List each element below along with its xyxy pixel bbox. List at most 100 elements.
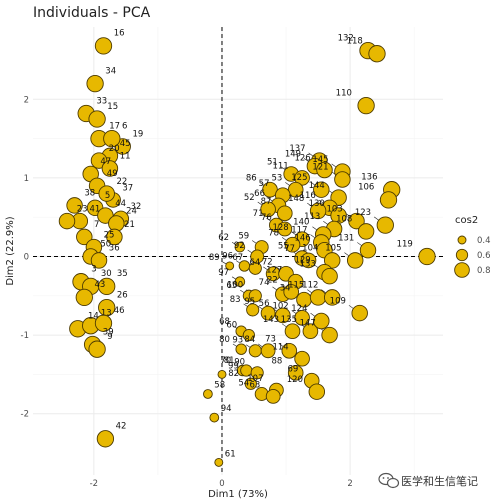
point-label-44: 44 <box>115 199 126 209</box>
point-label-5: 5 <box>105 191 110 201</box>
point-label-136: 136 <box>361 173 377 183</box>
point-label-30: 30 <box>101 269 112 279</box>
point-label-24: 24 <box>126 207 137 217</box>
point-label-74: 74 <box>259 278 270 288</box>
point-label-83: 83 <box>230 295 241 305</box>
point-label-114: 114 <box>272 342 288 352</box>
point-label-81: 81 <box>224 356 235 366</box>
data-point-123 <box>376 216 394 234</box>
data-point-38 <box>66 197 83 214</box>
legend-label-0.6: 0.6 <box>477 251 491 261</box>
data-point-94 <box>209 412 220 423</box>
data-point-77 <box>300 252 317 269</box>
data-point-9 <box>88 340 106 358</box>
legend-key-0.8 <box>454 262 470 278</box>
point-label-3: 3 <box>91 265 96 275</box>
point-label-143: 143 <box>263 315 279 325</box>
data-point-115 <box>309 289 327 306</box>
watermark: 医学和生信笔记 <box>378 472 478 489</box>
point-label-126: 126 <box>294 153 310 163</box>
x-tick-label: -2 <box>90 479 98 489</box>
point-label-82: 82 <box>228 369 239 379</box>
y-tick-label: -1 <box>21 331 29 341</box>
point-label-42: 42 <box>116 422 127 432</box>
point-label-43: 43 <box>95 280 106 290</box>
data-point-93 <box>248 344 262 358</box>
point-label-120: 120 <box>287 375 303 385</box>
point-label-76: 76 <box>261 213 272 223</box>
y-tick-label: 1 <box>24 174 29 184</box>
data-point-78 <box>284 236 301 253</box>
point-label-89: 89 <box>209 253 220 263</box>
point-label-132: 132 <box>338 33 354 43</box>
data-point-88 <box>287 364 304 381</box>
point-label-115: 115 <box>288 281 304 291</box>
point-label-147: 147 <box>300 318 316 328</box>
point-label-146: 146 <box>294 233 310 243</box>
point-label-53: 53 <box>271 173 282 183</box>
point-label-17: 17 <box>109 121 120 131</box>
data-point-76 <box>277 221 293 237</box>
data-point-61 <box>214 457 224 467</box>
x-ticks: -2 0 2 <box>90 479 353 489</box>
point-label-33: 33 <box>96 96 107 106</box>
point-label-68: 68 <box>219 317 230 327</box>
data-point-82 <box>244 377 257 390</box>
data-point-99 <box>217 369 227 379</box>
data-point-84 <box>260 343 276 359</box>
point-label-149: 149 <box>285 149 301 159</box>
y-axis-title: Dim2 (22.9%) <box>5 216 16 285</box>
reference-lines <box>33 27 443 475</box>
point-label-94: 94 <box>221 404 232 414</box>
chart-title: Individuals - PCA <box>33 5 151 21</box>
point-label-63: 63 <box>249 381 260 391</box>
point-label-93: 93 <box>232 336 243 346</box>
point-label-80: 80 <box>219 335 230 345</box>
point-label-137: 137 <box>289 144 305 154</box>
point-label-23: 23 <box>77 204 88 214</box>
data-point-23 <box>58 212 76 230</box>
point-label-9: 9 <box>107 332 112 342</box>
point-label-77: 77 <box>284 244 295 254</box>
data-point-83 <box>246 303 260 317</box>
point-label-97: 97 <box>218 268 229 278</box>
point-label-34: 34 <box>105 66 116 76</box>
point-label-22b: 22 <box>267 276 278 286</box>
y-tick-label: -2 <box>21 410 29 420</box>
point-label-140: 140 <box>293 218 309 228</box>
point-label-16: 16 <box>114 29 125 39</box>
point-label-135: 135 <box>281 315 297 325</box>
point-label-50: 50 <box>100 240 111 250</box>
data-point-46 <box>94 314 113 332</box>
point-label-88: 88 <box>271 357 282 367</box>
point-label-86: 86 <box>246 173 257 183</box>
legend-label-0.8: 0.8 <box>477 266 491 276</box>
point-label-11: 11 <box>120 152 131 162</box>
legend: cos2 0.4 0.6 0.8 <box>454 215 491 278</box>
point-label-92: 92 <box>234 241 245 251</box>
point-label-144: 144 <box>309 181 325 191</box>
point-label-69: 69 <box>287 364 298 374</box>
point-label-99: 99 <box>228 361 239 371</box>
point-label-62: 62 <box>218 233 229 243</box>
data-point-36 <box>90 252 108 269</box>
point-label-7: 7 <box>94 220 99 230</box>
legend-label-0.4: 0.4 <box>477 236 491 246</box>
data-point-16 <box>94 37 113 55</box>
point-label-106: 106 <box>358 183 374 193</box>
point-label-128: 128 <box>272 223 288 233</box>
point-label-55: 55 <box>278 242 289 252</box>
data-point-6 <box>103 129 121 148</box>
point-label-45: 45 <box>120 139 131 149</box>
data-point-143 <box>284 323 301 340</box>
point-label-56: 56 <box>259 299 270 309</box>
point-label-124: 124 <box>291 304 307 314</box>
data-point-109 <box>351 304 368 322</box>
point-label-39: 39 <box>103 327 114 337</box>
point-label-66: 66 <box>254 189 265 199</box>
y-tick-label: 2 <box>24 95 29 105</box>
data-point-52 <box>260 201 276 218</box>
data-point-114 <box>294 350 310 367</box>
data-point-121 <box>334 171 351 188</box>
